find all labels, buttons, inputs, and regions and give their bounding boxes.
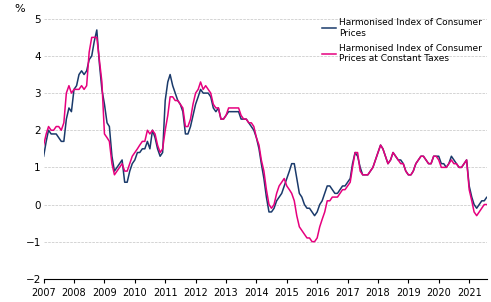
Line: Harmonised Index of Consumer
Prices: Harmonised Index of Consumer Prices (44, 30, 491, 216)
Line: Harmonised Index of Consumer
Prices at Constant Taxes: Harmonised Index of Consumer Prices at C… (44, 37, 491, 242)
Legend: Harmonised Index of Consumer
Prices, Harmonised Index of Consumer
Prices at Cons: Harmonised Index of Consumer Prices, Har… (322, 18, 482, 63)
Text: %: % (15, 4, 26, 14)
